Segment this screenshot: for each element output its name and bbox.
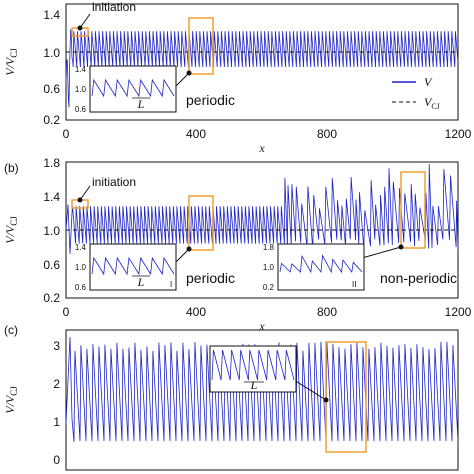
panel-b-xtick-3: 800: [317, 305, 337, 319]
panel-b-xlabel: x: [258, 319, 265, 333]
legend-vcj-label: VCJ: [424, 95, 440, 111]
panel-a-ytick-4: 0.2: [43, 113, 60, 127]
panel-c-inset-pointer: [293, 379, 327, 401]
panel-a-xtick-1: 0: [63, 127, 70, 141]
panel-b-signal: [65, 163, 459, 254]
panel-b-inset-2: [277, 243, 365, 291]
panel-a-inset-ytick-3: 0.6: [75, 105, 87, 114]
panel-b-highlight-box-2: [400, 171, 426, 249]
panel-b-initiation-dot: [77, 197, 83, 203]
panel-b-inset-1-signal: [91, 256, 175, 276]
panel-b-inset1-ytick-3: 0.6: [75, 283, 87, 292]
panel-c-ytick-3: 1: [53, 415, 60, 429]
panel-c-tag: (c): [4, 323, 18, 337]
panel-a-ytick-1: 1.4: [43, 8, 60, 22]
panel-c-inset-trace: [211, 349, 295, 381]
panel-b-inset1-pointer: [175, 248, 190, 263]
panel-a: 1.4 1.0 0.6 0.2 0 400 800 1200 x V/VCJ i…: [3, 0, 472, 155]
panel-b-highlight-box-1: [188, 195, 214, 251]
panel-a-highlight-box: [188, 17, 214, 75]
panel-c-v-trace: [65, 336, 459, 443]
panel-b-inset2-dot: [398, 244, 404, 250]
panel-b: (b) 1.8 1.4 1.0 0.6 0.2 0 400 800 1200 x…: [3, 156, 472, 333]
panel-b-ytick-2: 1.4: [43, 190, 60, 204]
panel-a-inset-signal: [91, 78, 175, 98]
panel-b-ytick-1: 1.8: [43, 156, 60, 170]
panel-a-inset-trace: [91, 78, 175, 98]
panel-b-inset2-pointer: [361, 246, 402, 259]
panel-c-ytick-4: 0: [53, 453, 60, 467]
panel-a-xlabel: x: [258, 141, 265, 155]
panel-a-periodic-label: periodic: [186, 92, 235, 108]
panel-b-xtick-2: 400: [186, 305, 206, 319]
panel-b-inset1-ytick-1: 1.4: [75, 243, 87, 252]
panel-b-tag: (b): [4, 161, 19, 175]
panel-b-ytick-5: 0.2: [43, 291, 60, 305]
panel-a-signal: [65, 29, 459, 108]
panel-a-inset-dot: [186, 70, 192, 76]
panel-c-ytick-2: 2: [53, 377, 60, 391]
panel-c-ytick-1: 3: [53, 339, 60, 353]
panel-b-inset2-ytick-3: 0.2: [263, 283, 275, 292]
panel-c: (c) 3 2 1 0 V/VCJ L: [3, 323, 459, 471]
panel-a-ylabel: V/VCJ: [3, 48, 19, 76]
panel-a-xtick-3: 800: [317, 127, 337, 141]
panel-b-inset-2-signal: [279, 254, 363, 274]
panel-a-xtick-4: 1200: [445, 127, 472, 141]
panel-b-initiation-label: initiation: [92, 175, 136, 189]
panel-a-v-trace: [65, 29, 459, 108]
panel-b-initiation-pointer: [79, 185, 91, 201]
legend-v-label: V: [424, 75, 433, 89]
panel-a-initiation-label: initiation: [92, 0, 136, 14]
panel-b-inset2-tag: II: [352, 280, 356, 289]
panel-c-highlight-box: [325, 341, 367, 453]
panel-b-inset-1-trace: [91, 256, 175, 276]
panel-b-v-trace: [65, 163, 459, 254]
panel-b-inset2-ytick-2: 1.0: [263, 263, 275, 272]
panel-b-periodic-label: periodic: [186, 270, 235, 286]
panel-b-nonperiodic-label: non-periodic: [380, 270, 457, 286]
panel-a-xtick-2: 400: [186, 127, 206, 141]
panel-c-ylabel: V/VCJ: [3, 386, 19, 414]
panel-a-inset-pointer: [175, 72, 190, 87]
panel-a-inset-ytick-1: 1.4: [75, 65, 87, 74]
panel-a-initiation-pointer: [79, 13, 91, 29]
panel-b-ylabel: V/VCJ: [3, 216, 19, 244]
panel-b-ytick-4: 0.6: [43, 258, 60, 272]
panel-a-inset-ytick-2: 1.0: [75, 85, 87, 94]
panel-c-inset-signal: [211, 349, 295, 381]
panel-c-inset-dot: [323, 397, 329, 403]
panel-b-inset2-ytick-1: 1.8: [263, 243, 275, 252]
panel-c-inset-L: L: [250, 378, 258, 392]
panel-b-xtick-4: 1200: [445, 305, 472, 319]
panel-c-signal: [65, 336, 459, 443]
panel-b-inset1-ytick-2: 1.0: [75, 263, 87, 272]
panel-a-initiation-dot: [77, 25, 83, 31]
panel-b-inset1-L: L: [137, 275, 145, 289]
panel-a-inset-L: L: [137, 97, 145, 111]
panel-a-ytick-2: 1.0: [43, 46, 60, 60]
panel-b-inset1-dot: [186, 246, 192, 252]
panel-b-xtick-1: 0: [63, 305, 70, 319]
panel-b-ytick-3: 1.0: [43, 224, 60, 238]
panel-c-frame: [65, 329, 459, 471]
panel-b-inset1-tag: I: [170, 280, 172, 289]
panel-a-ytick-3: 0.6: [43, 82, 60, 96]
panel-b-inset-2-trace: [279, 254, 363, 274]
panel-a-frame: [65, 3, 459, 121]
